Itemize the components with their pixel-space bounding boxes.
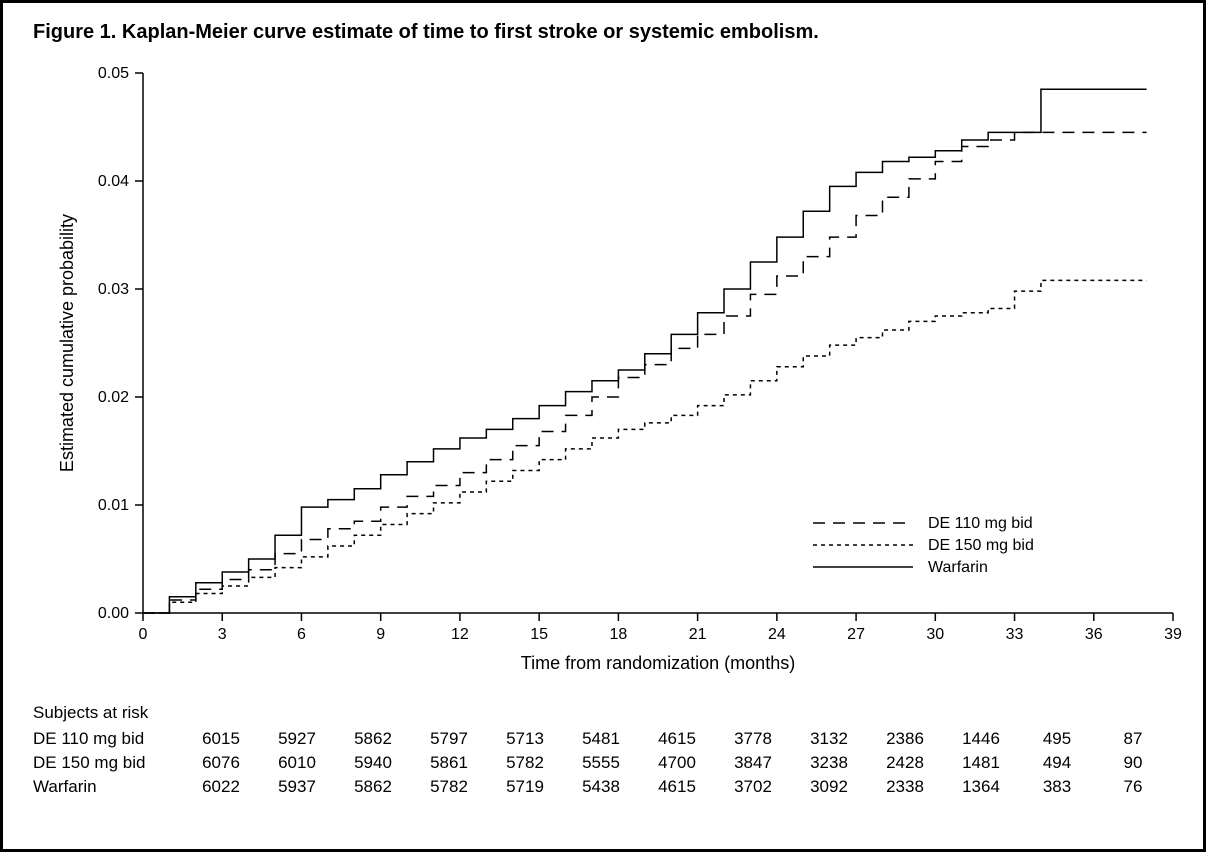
risk-cell: 5719: [487, 777, 563, 797]
x-tick-label: 27: [847, 626, 865, 643]
y-tick-label: 0.01: [98, 497, 129, 514]
x-tick-label: 9: [376, 626, 385, 643]
risk-row-label: DE 110 mg bid: [33, 729, 183, 749]
risk-cell: 5782: [411, 777, 487, 797]
risk-cell: 6015: [183, 729, 259, 749]
risk-row-values: 6015592758625797571354814615377831322386…: [183, 729, 1179, 749]
risk-cell: 5862: [335, 729, 411, 749]
y-tick-label: 0.03: [98, 281, 129, 298]
x-tick-label: 6: [297, 626, 306, 643]
risk-cell: 5862: [335, 777, 411, 797]
risk-cell: 3702: [715, 777, 791, 797]
risk-row: DE 150 mg bid607660105940586157825555470…: [33, 753, 1179, 773]
x-tick-label: 18: [609, 626, 627, 643]
risk-cell: 5940: [335, 753, 411, 773]
x-tick-label: 33: [1006, 626, 1024, 643]
figure-title: Figure 1. Kaplan-Meier curve estimate of…: [33, 21, 819, 44]
risk-row-values: 6022593758625782571954384615370230922338…: [183, 777, 1179, 797]
risk-row: DE 110 mg bid601559275862579757135481461…: [33, 729, 1179, 749]
risk-cell: 3778: [715, 729, 791, 749]
risk-cell: 3092: [791, 777, 867, 797]
x-tick-label: 15: [530, 626, 548, 643]
risk-row-label: Warfarin: [33, 777, 183, 797]
risk-row-values: 6076601059405861578255554700384732382428…: [183, 753, 1179, 773]
risk-cell: 5481: [563, 729, 639, 749]
risk-cell: 76: [1095, 777, 1171, 797]
x-tick-label: 36: [1085, 626, 1103, 643]
y-tick-label: 0.02: [98, 389, 129, 406]
legend-label: DE 150 mg bid: [928, 537, 1034, 554]
risk-cell: 3238: [791, 753, 867, 773]
risk-cell: 3132: [791, 729, 867, 749]
risk-cell: 1364: [943, 777, 1019, 797]
x-axis-label: Time from randomization (months): [521, 653, 795, 673]
x-tick-label: 24: [768, 626, 786, 643]
risk-cell: 5438: [563, 777, 639, 797]
risk-cell: 6010: [259, 753, 335, 773]
risk-cell: 5782: [487, 753, 563, 773]
figure-container: Figure 1. Kaplan-Meier curve estimate of…: [0, 0, 1206, 852]
risk-cell: 4615: [639, 777, 715, 797]
risk-cell: 2338: [867, 777, 943, 797]
risk-cell: 5797: [411, 729, 487, 749]
x-tick-label: 21: [689, 626, 707, 643]
risk-cell: 5861: [411, 753, 487, 773]
risk-cell: 5713: [487, 729, 563, 749]
y-tick-label: 0.05: [98, 65, 129, 82]
risk-row-label: DE 150 mg bid: [33, 753, 183, 773]
risk-cell: 87: [1095, 729, 1171, 749]
risk-cell: 4615: [639, 729, 715, 749]
series-de-150-mg-bid: [143, 280, 1147, 613]
risk-table-title: Subjects at risk: [33, 703, 1179, 723]
risk-cell: 5555: [563, 753, 639, 773]
risk-cell: 6022: [183, 777, 259, 797]
x-tick-label: 3: [218, 626, 227, 643]
risk-cell: 2428: [867, 753, 943, 773]
risk-cell: 494: [1019, 753, 1095, 773]
risk-cell: 1446: [943, 729, 1019, 749]
risk-cell: 2386: [867, 729, 943, 749]
x-tick-label: 0: [139, 626, 148, 643]
risk-cell: 90: [1095, 753, 1171, 773]
risk-cell: 1481: [943, 753, 1019, 773]
risk-cell: 495: [1019, 729, 1095, 749]
y-tick-label: 0.00: [98, 605, 129, 622]
y-axis-label: Estimated cumulative probability: [57, 214, 77, 472]
risk-cell: 3847: [715, 753, 791, 773]
y-tick-label: 0.04: [98, 173, 129, 190]
risk-cell: 383: [1019, 777, 1095, 797]
risk-row: Warfarin60225937586257825719543846153702…: [33, 777, 1179, 797]
risk-cell: 5927: [259, 729, 335, 749]
km-chart: 0.000.010.020.030.040.050369121518212427…: [3, 53, 1206, 693]
x-tick-label: 39: [1164, 626, 1182, 643]
x-tick-label: 30: [926, 626, 944, 643]
x-tick-label: 12: [451, 626, 469, 643]
risk-cell: 6076: [183, 753, 259, 773]
risk-cell: 4700: [639, 753, 715, 773]
risk-cell: 5937: [259, 777, 335, 797]
legend-label: DE 110 mg bid: [928, 515, 1033, 532]
legend-label: Warfarin: [928, 559, 988, 576]
series-warfarin: [143, 89, 1147, 613]
subjects-at-risk-table: Subjects at risk DE 110 mg bid6015592758…: [33, 703, 1179, 801]
